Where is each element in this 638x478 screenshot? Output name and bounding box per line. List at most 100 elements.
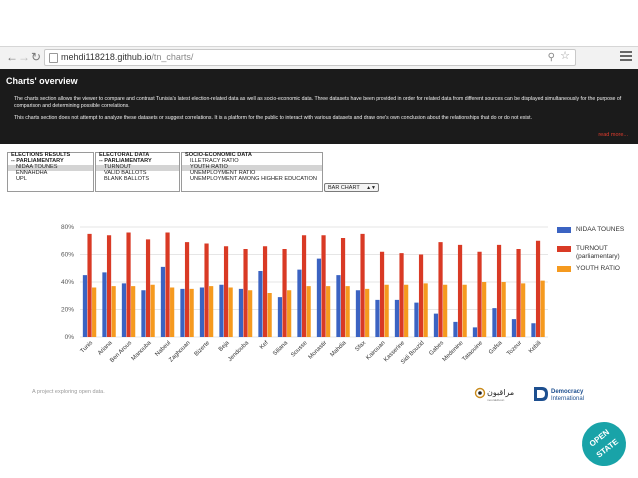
bar (418, 254, 424, 337)
bar (501, 282, 506, 337)
bar (457, 244, 463, 337)
footer-tagline: A project exploring open data. (32, 389, 105, 395)
bar (170, 287, 175, 337)
svg-text:Democracy: Democracy (551, 389, 584, 395)
legend-label[interactable]: TURNOUT (parliamentary) (576, 245, 620, 260)
svg-text:مراقبون: مراقبون (487, 388, 514, 397)
bar (287, 290, 292, 337)
reload-icon[interactable]: ↻ (31, 50, 42, 64)
bar (540, 280, 545, 337)
open-state-badge: OPEN STATE (573, 413, 635, 475)
list-option[interactable]: ENNAHDHA (16, 169, 48, 176)
x-tick-label: Sfax (354, 340, 367, 353)
bar (150, 284, 155, 337)
list-header: ELECTIONS RESULTS (11, 152, 71, 158)
bar (326, 286, 331, 337)
list-option[interactable]: VALID BALLOTS (104, 169, 147, 176)
y-tick-label: 60% (61, 252, 74, 259)
svg-text:mourakiboun: mourakiboun (487, 398, 505, 402)
mourakiboun-logo: مراقبون mourakiboun (474, 387, 514, 402)
bar (360, 233, 365, 337)
bar (258, 271, 263, 337)
x-tick-label: Tataouine (462, 340, 485, 363)
bookmark-star-icon[interactable]: ☆ (560, 50, 570, 62)
intro-paragraph: The charts section allows the viewer to … (14, 96, 622, 109)
bar (375, 299, 380, 337)
x-tick-label: Kebili (528, 340, 543, 355)
list-option[interactable]: YOUTH RATIO (182, 164, 322, 171)
read-more-link[interactable]: read more... (598, 132, 628, 138)
menu-icon[interactable] (620, 51, 632, 63)
list-option[interactable]: UPL (16, 175, 27, 182)
chart-type-select[interactable]: BAR CHART ▲▼ (324, 183, 379, 192)
bar (379, 251, 385, 337)
bar (267, 293, 272, 337)
democracy-international-logo: Democracy International (534, 387, 584, 402)
bar (414, 302, 419, 337)
select-arrow-icon: ▲▼ (366, 185, 376, 191)
legend-label[interactable]: YOUTH RATIO (576, 265, 620, 272)
x-tick-label: Mahdia (330, 340, 349, 359)
bar (180, 288, 185, 337)
socio-economic-list[interactable]: SOCIO-ECONOMIC DATA ILLETRACY RATIO YOUTH … (181, 152, 323, 192)
bar (204, 243, 209, 337)
x-tick-label: Siliana (272, 340, 289, 357)
list-option[interactable]: NIDAA TOUNES (8, 164, 93, 171)
bar (511, 319, 517, 337)
bar (243, 249, 248, 337)
y-tick-label: 80% (61, 224, 74, 231)
x-tick-label: Zaghouan (168, 340, 191, 363)
elections-results-list[interactable]: ELECTIONS RESULTS -- PARLIAMENTARY NIDAA T… (7, 152, 94, 192)
bar (228, 287, 233, 337)
x-tick-label: Beja (218, 340, 231, 353)
x-tick-label: Gafsa (488, 340, 504, 356)
bar (423, 283, 428, 337)
bar (184, 242, 190, 337)
y-tick-label: 40% (61, 279, 74, 286)
legend-label[interactable]: NIDAA TOUNES (576, 226, 625, 233)
list-option[interactable]: -- PARLIAMENTARY (11, 157, 64, 164)
list-option[interactable]: TURNOUT (96, 164, 179, 171)
bar (160, 266, 166, 337)
bar (477, 251, 482, 337)
y-tick-label: 0% (65, 334, 75, 341)
address-bar[interactable]: mehdi118218.github.io/tn_charts/ ⚲ ☆ (44, 49, 576, 66)
bar (340, 238, 346, 337)
bar (443, 284, 448, 337)
bar (399, 253, 404, 337)
list-option[interactable]: UNEMPLOYMENT AMONG HIGHER EDUCATION (190, 175, 317, 182)
bar (82, 275, 88, 337)
legend-swatch (557, 246, 571, 252)
x-tick-label: Manouba (131, 340, 153, 362)
bar (345, 286, 350, 337)
partner-logos: مراقبون mourakiboun Democracy Internatio… (474, 387, 584, 402)
list-option[interactable]: -- PARLIAMENTARY (99, 157, 152, 164)
bar (394, 299, 400, 337)
x-tick-label: Tozeur (506, 340, 523, 357)
list-option[interactable]: BLANK BALLOTS (104, 175, 150, 182)
list-option[interactable]: UNEMPLOYMENT RATIO (190, 169, 256, 176)
electoral-data-list[interactable]: ELECTORAL DATA -- PARLIAMENTARY TURNOUT VAL… (95, 152, 180, 192)
bar (102, 272, 107, 337)
bar (262, 246, 268, 337)
bar (199, 287, 205, 337)
bar (306, 286, 311, 337)
bar (111, 286, 116, 337)
page-title: Charts' overview (6, 76, 78, 86)
bar (87, 233, 92, 337)
bar (121, 283, 127, 337)
bar (297, 269, 302, 337)
bar (492, 308, 497, 337)
bar (219, 284, 224, 337)
bar (453, 321, 458, 337)
list-option[interactable]: ILLETRACY RATIO (190, 157, 239, 164)
bar (238, 288, 244, 337)
search-icon[interactable]: ⚲ (547, 52, 555, 63)
bar (126, 232, 131, 337)
bar (316, 258, 322, 337)
x-tick-label: Jendouba (227, 340, 250, 363)
back-arrow-icon[interactable]: ← (6, 50, 18, 64)
list-header: ELECTORAL DATA (99, 152, 150, 158)
forward-arrow-icon[interactable]: → (18, 50, 30, 64)
